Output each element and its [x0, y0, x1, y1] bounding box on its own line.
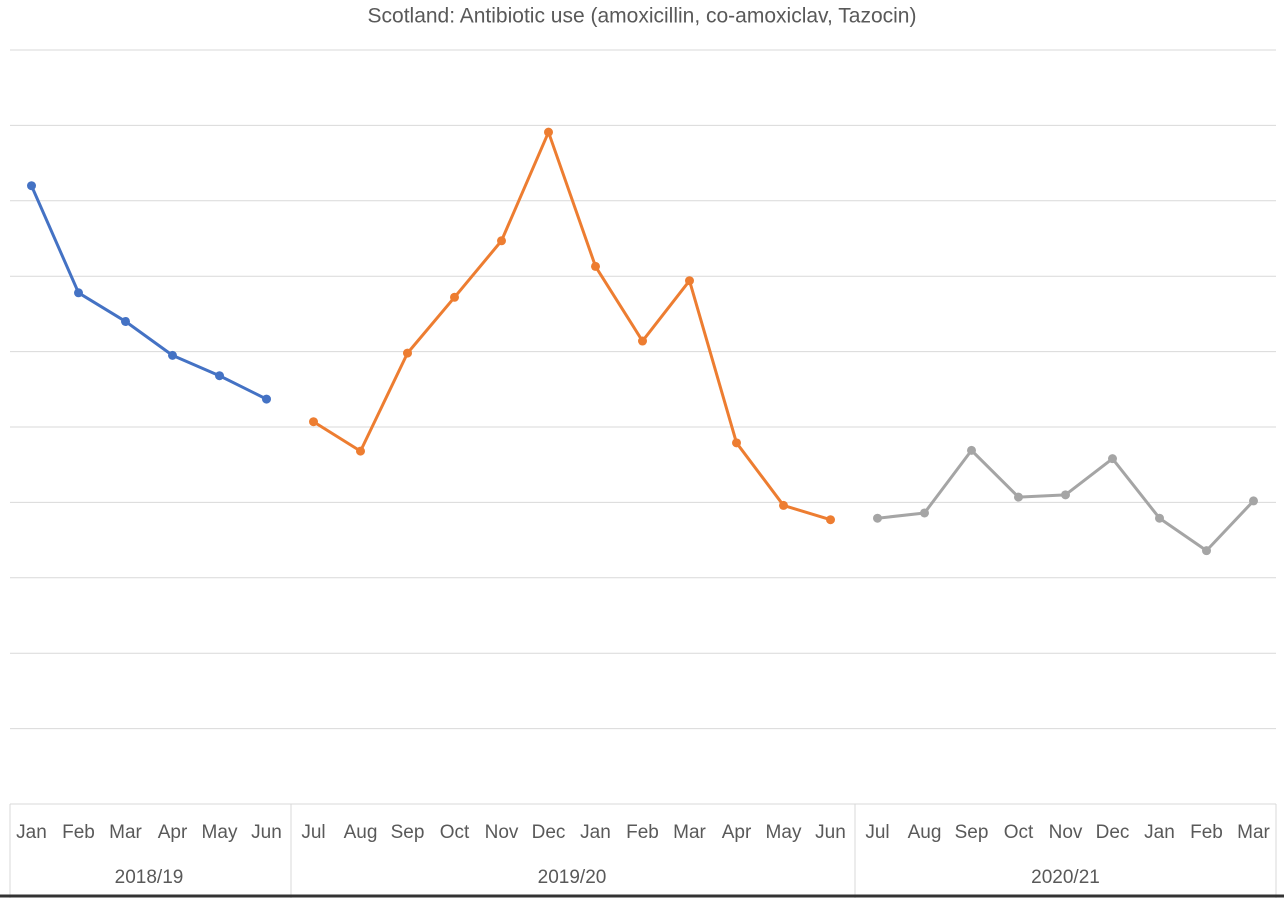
data-point — [1108, 454, 1117, 464]
x-tick-label: Jul — [865, 822, 889, 843]
x-tick-label: Oct — [440, 822, 470, 843]
chart-title: Scotland: Antibiotic use (amoxicillin, c… — [368, 5, 917, 28]
data-point — [826, 515, 835, 525]
data-point — [262, 394, 271, 404]
x-tick-label: Jan — [580, 822, 611, 843]
series-line — [877, 448, 1255, 553]
x-tick-label: Mar — [1237, 822, 1270, 843]
data-point — [873, 513, 882, 523]
data-point — [356, 446, 365, 456]
data-point — [403, 348, 412, 358]
data-point — [168, 350, 177, 360]
data-point — [920, 508, 929, 518]
x-tick-label: Nov — [485, 822, 519, 843]
data-point — [544, 127, 553, 137]
x-tick-label: May — [202, 822, 238, 843]
data-point — [1155, 513, 1164, 523]
data-point — [27, 181, 36, 191]
x-tick-label: Dec — [1096, 822, 1130, 843]
x-tick-label: Feb — [62, 822, 95, 843]
data-point — [1202, 546, 1211, 556]
data-point — [497, 236, 506, 246]
data-point — [121, 316, 130, 326]
x-tick-label: Sep — [391, 822, 425, 843]
data-point — [967, 445, 976, 455]
data-point — [1014, 492, 1023, 502]
x-tick-label: May — [766, 822, 802, 843]
x-tick-label: Nov — [1049, 822, 1083, 843]
x-tick-label: Jul — [301, 822, 325, 843]
data-point — [685, 276, 694, 286]
group-label: 2020/21 — [1031, 867, 1100, 888]
x-tick-label: Feb — [1190, 822, 1223, 843]
data-point — [732, 438, 741, 448]
series-line — [30, 185, 268, 401]
data-point — [1061, 490, 1070, 500]
x-tick-label: Jan — [16, 822, 47, 843]
group-label: 2018/19 — [115, 867, 184, 888]
group-label: 2019/20 — [538, 867, 607, 888]
data-point — [779, 500, 788, 510]
x-tick-label: Feb — [626, 822, 659, 843]
x-tick-label: Jun — [815, 822, 846, 843]
data-point — [591, 261, 600, 271]
x-tick-label: Apr — [158, 822, 188, 843]
x-tick-label: Oct — [1004, 822, 1034, 843]
data-point — [309, 417, 318, 427]
data-point — [638, 336, 647, 346]
x-tick-label: Mar — [109, 822, 142, 843]
data-point — [450, 292, 459, 302]
data-point — [1249, 496, 1258, 506]
x-tick-label: Aug — [908, 822, 942, 843]
x-tick-label: Sep — [955, 822, 989, 843]
data-point — [215, 371, 224, 381]
x-tick-label: Mar — [673, 822, 706, 843]
x-tick-label: Dec — [532, 822, 566, 843]
x-tick-label: Apr — [722, 822, 752, 843]
x-tick-label: Aug — [344, 822, 378, 843]
x-tick-label: Jun — [251, 822, 282, 843]
series-line — [312, 130, 831, 522]
x-tick-label: Jan — [1144, 822, 1175, 843]
data-point — [74, 288, 83, 298]
